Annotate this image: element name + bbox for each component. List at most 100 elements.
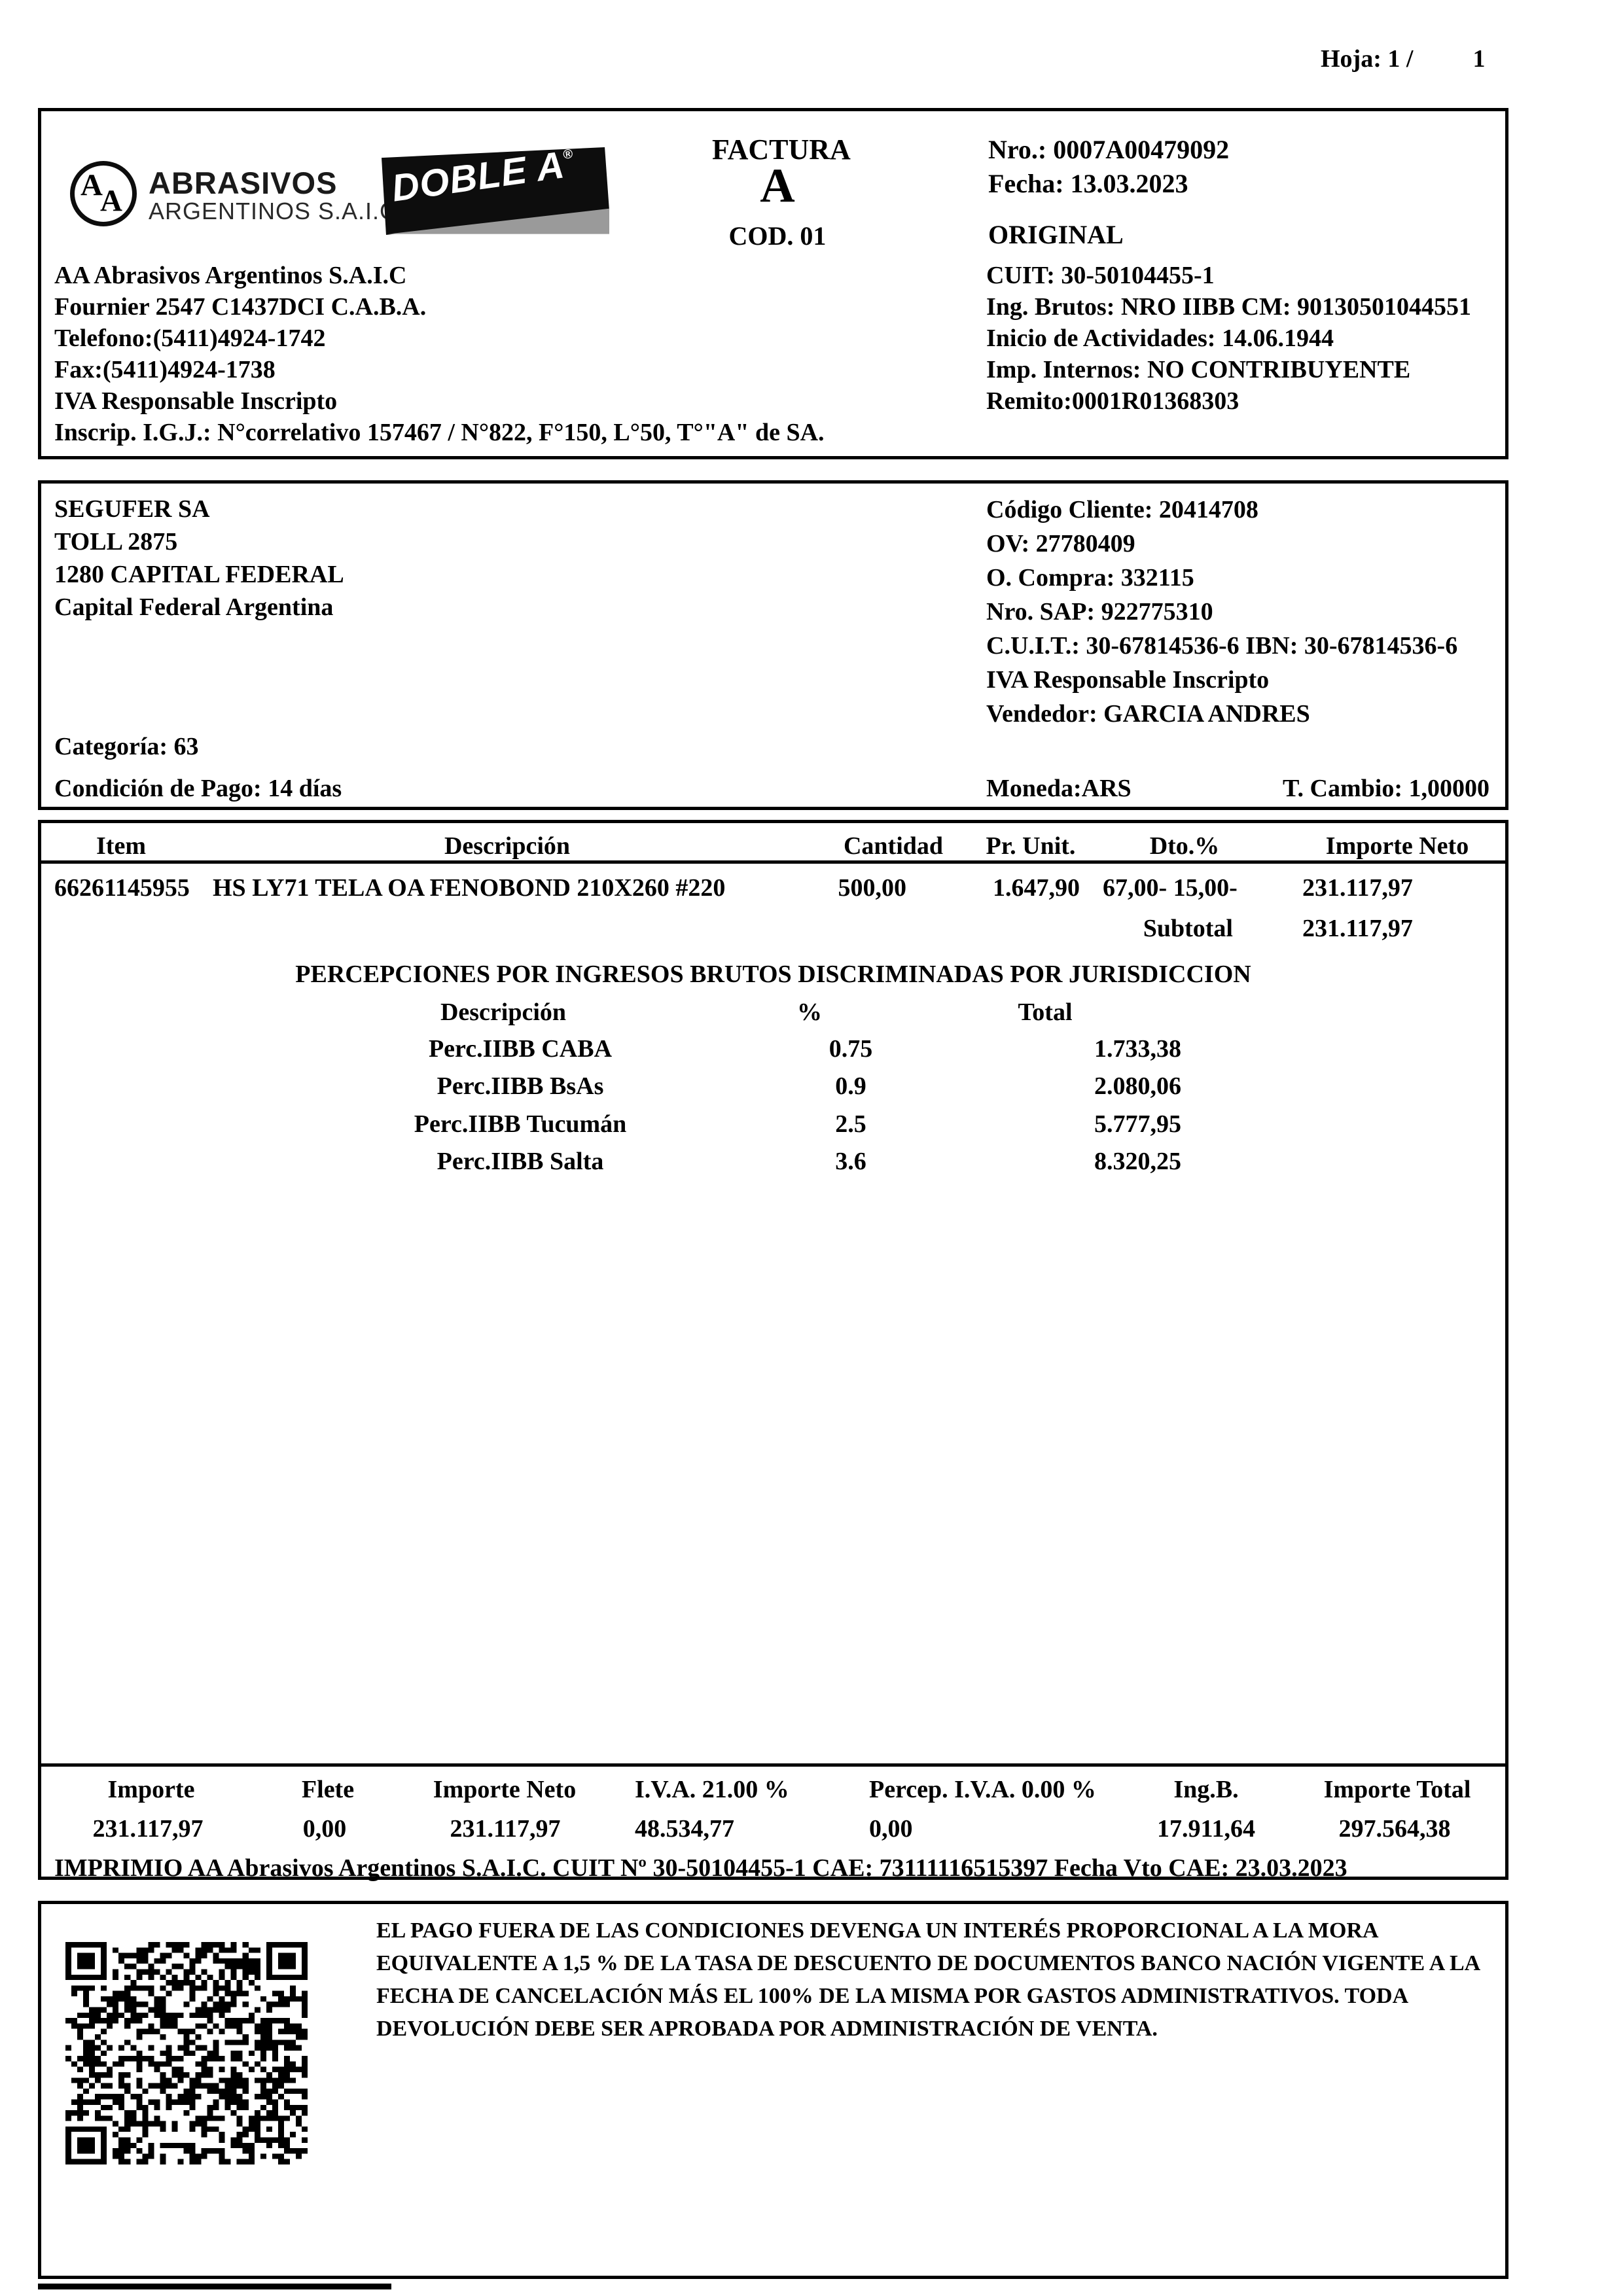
perc-header-descripcion: Descripción bbox=[440, 998, 567, 1026]
company-name: AA Abrasivos Argentinos S.A.I.C bbox=[54, 262, 407, 289]
company-iva-status: IVA Responsable Inscripto bbox=[54, 387, 338, 415]
footer-box: EL PAGO FUERA DE LAS CONDICIONES DEVENGA… bbox=[38, 1901, 1508, 2279]
col-header-item: Item bbox=[96, 832, 146, 860]
customer-box: SEGUFER SA TOLL 2875 1280 CAPITAL FEDERA… bbox=[38, 480, 1508, 810]
invoice-date: Fecha: 13.03.2023 bbox=[988, 169, 1188, 198]
totals-divider bbox=[41, 1763, 1505, 1767]
col-header-pr-unit: Pr. Unit. bbox=[986, 832, 1076, 860]
print-cae-line: IMPRIMIO AA Abrasivos Argentinos S.A.I.C… bbox=[54, 1854, 1347, 1882]
company-iibb: Ing. Brutos: NRO IIBB CM: 90130501044551 bbox=[986, 293, 1472, 321]
invoice-number: Nro.: 0007A00479092 bbox=[988, 135, 1230, 164]
perc-header-total: Total bbox=[1018, 998, 1073, 1026]
perc-pct: 3.6 bbox=[835, 1148, 866, 1175]
company-address: Fournier 2547 C1437DCI C.A.B.A. bbox=[54, 293, 427, 321]
currency: Moneda:ARS bbox=[986, 775, 1132, 802]
total-value-importe: 231.117,97 bbox=[92, 1815, 204, 1843]
col-header-importe-neto: Importe Neto bbox=[1325, 832, 1469, 860]
total-header-percep-iva: Percep. I.V.A. 0.00 % bbox=[869, 1776, 1096, 1803]
legal-line: FECHA DE CANCELACIÓN MÁS EL 100% DE LA M… bbox=[376, 1984, 1409, 2008]
total-value-iva: 48.534,77 bbox=[635, 1815, 734, 1843]
perc-total: 1.733,38 bbox=[1094, 1035, 1181, 1063]
page-number-value: 1 bbox=[1472, 45, 1486, 73]
total-value-ingb: 17.911,64 bbox=[1157, 1815, 1255, 1843]
percepciones-title: PERCEPCIONES POR INGRESOS BRUTOS DISCRIM… bbox=[295, 961, 1251, 988]
item-quantity: 500,00 bbox=[838, 874, 907, 902]
customer-detail-block: Código Cliente: 20414708 OV: 27780409 O.… bbox=[986, 493, 1457, 731]
total-header-iva: I.V.A. 21.00 % bbox=[635, 1776, 789, 1803]
doc-code: COD. 01 bbox=[728, 221, 827, 251]
col-header-cantidad: Cantidad bbox=[843, 832, 944, 860]
total-header-importe: Importe bbox=[107, 1776, 195, 1803]
total-value-flete: 0,00 bbox=[302, 1815, 347, 1843]
qr-code bbox=[65, 1942, 308, 2164]
perc-total: 8.320,25 bbox=[1094, 1148, 1181, 1175]
salesperson: Vendedor: GARCIA ANDRES bbox=[986, 700, 1310, 728]
aa-logo-icon bbox=[70, 161, 137, 226]
perc-pct: 2.5 bbox=[835, 1110, 866, 1138]
brand-name: ABRASIVOS bbox=[149, 166, 338, 200]
company-phone: Telefono:(5411)4924-1742 bbox=[54, 325, 326, 352]
customer-address1: TOLL 2875 bbox=[54, 528, 178, 556]
item-discounts: 67,00- 15,00- bbox=[1103, 874, 1238, 902]
customer-address-block: SEGUFER SA TOLL 2875 1280 CAPITAL FEDERA… bbox=[54, 493, 344, 624]
perc-label: Perc.IIBB Tucumán bbox=[414, 1110, 627, 1138]
header-box: A A ABRASIVOS ARGENTINOS S.A.I.C. DOBLE … bbox=[38, 108, 1508, 459]
company-igj: Inscrip. I.G.J.: N°correlativo 157467 / … bbox=[54, 419, 825, 446]
company-activity-start: Inicio de Actividades: 14.06.1944 bbox=[986, 325, 1334, 352]
print-mark bbox=[38, 2284, 391, 2289]
registered-mark: ® bbox=[562, 147, 575, 163]
customer-code: Código Cliente: 20414708 bbox=[986, 496, 1258, 523]
col-header-descripcion: Descripción bbox=[444, 832, 571, 860]
legal-text: EL PAGO FUERA DE LAS CONDICIONES DEVENGA… bbox=[376, 1915, 1535, 2045]
subtotal-value: 231.117,97 bbox=[1302, 915, 1413, 942]
legal-line: EL PAGO FUERA DE LAS CONDICIONES DEVENGA… bbox=[376, 1918, 1379, 1943]
doc-letter: A bbox=[760, 159, 795, 213]
subtotal-label: Subtotal bbox=[1143, 915, 1233, 942]
copy-type: ORIGINAL bbox=[988, 220, 1124, 249]
customer-purchase-order: O. Compra: 332115 bbox=[986, 564, 1194, 592]
perc-pct: 0.75 bbox=[829, 1035, 873, 1063]
perc-label: Perc.IIBB BsAs bbox=[437, 1072, 604, 1100]
perc-total: 2.080,06 bbox=[1094, 1072, 1181, 1100]
perc-label: Perc.IIBB CABA bbox=[428, 1035, 613, 1063]
customer-sap-number: Nro. SAP: 922775310 bbox=[986, 598, 1213, 626]
perc-header-pct: % bbox=[797, 998, 822, 1026]
perc-label: Perc.IIBB Salta bbox=[437, 1148, 604, 1175]
company-fax: Fax:(5411)4924-1738 bbox=[54, 356, 276, 383]
company-imp-internos: Imp. Internos: NO CONTRIBUYENTE bbox=[986, 356, 1411, 383]
total-header-flete: Flete bbox=[301, 1776, 355, 1803]
item-code: 66261145955 bbox=[54, 874, 190, 902]
exchange-rate: T. Cambio: 1,00000 bbox=[1283, 775, 1489, 802]
header-divider bbox=[41, 860, 1505, 864]
aa-monogram-a2: A bbox=[100, 184, 122, 218]
total-value-importe-neto: 231.117,97 bbox=[450, 1815, 561, 1843]
total-header-ingb: Ing.B. bbox=[1173, 1776, 1239, 1803]
total-value-importe-total: 297.564,38 bbox=[1338, 1815, 1451, 1843]
company-cuit: CUIT: 30-50104455-1 bbox=[986, 262, 1215, 289]
total-value-percep-iva: 0,00 bbox=[869, 1815, 913, 1843]
total-header-importe-neto: Importe Neto bbox=[433, 1776, 577, 1803]
customer-category: Categoría: 63 bbox=[54, 733, 199, 760]
doble-a-logo-icon: DOBLE A® bbox=[382, 143, 609, 235]
company-info: AA Abrasivos Argentinos S.A.I.C Fournier… bbox=[54, 260, 825, 448]
total-header-importe-total: Importe Total bbox=[1323, 1776, 1471, 1803]
items-box: Item Descripción Cantidad Pr. Unit. Dto.… bbox=[38, 820, 1508, 1882]
item-net-amount: 231.117,97 bbox=[1302, 874, 1413, 902]
doc-type: FACTURA bbox=[712, 133, 851, 166]
customer-ov: OV: 27780409 bbox=[986, 530, 1135, 557]
item-unit-price: 1.647,90 bbox=[993, 874, 1080, 902]
payment-terms: Condición de Pago: 14 días bbox=[54, 775, 342, 802]
customer-iva-status: IVA Responsable Inscripto bbox=[986, 666, 1270, 694]
remito-number: Remito:0001R01368303 bbox=[986, 387, 1240, 415]
legal-line: DEVOLUCIÓN DEBE SER APROBADA POR ADMINIS… bbox=[376, 2017, 1158, 2041]
customer-cuit: C.U.I.T.: 30-67814536-6 IBN: 30-67814536… bbox=[986, 632, 1458, 660]
aa-monogram-a1: A bbox=[80, 168, 103, 202]
legal-line: EQUIVALENTE A 1,5 % DE LA TASA DE DESCUE… bbox=[376, 1951, 1481, 1975]
perc-pct: 0.9 bbox=[835, 1072, 866, 1100]
col-header-dto: Dto.% bbox=[1149, 832, 1220, 860]
customer-name: SEGUFER SA bbox=[54, 495, 210, 523]
customer-address3: Capital Federal Argentina bbox=[54, 593, 334, 621]
page-number-label: Hoja: 1 / bbox=[1321, 45, 1414, 73]
perc-total: 5.777,95 bbox=[1094, 1110, 1181, 1138]
item-description: HS LY71 TELA OA FENOBOND 210X260 #220 bbox=[213, 874, 726, 902]
